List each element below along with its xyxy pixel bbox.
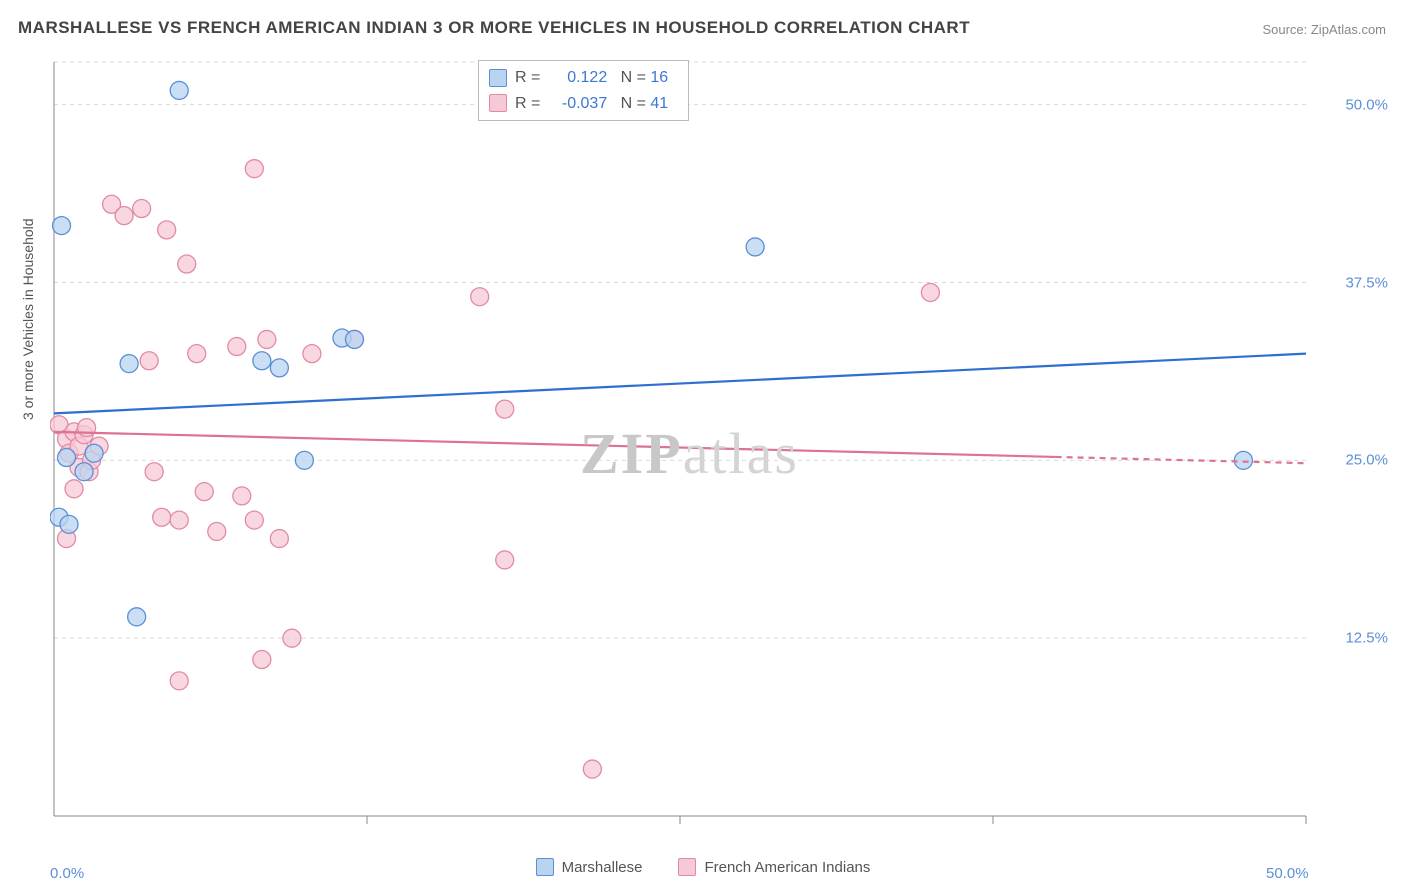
n-value: 41 [650,91,678,117]
point-french-american-indian [921,283,939,301]
point-french-american-indian [253,651,271,669]
point-marshallese [270,359,288,377]
legend-item: Marshallese [536,858,643,876]
y-tick-label: 37.5% [1345,274,1388,291]
point-marshallese [345,330,363,348]
point-french-american-indian [233,487,251,505]
point-french-american-indian [170,672,188,690]
trendline-french-solid [54,432,1056,457]
legend-label: Marshallese [562,859,643,876]
point-marshallese [170,81,188,99]
point-french-american-indian [583,760,601,778]
legend-item: French American Indians [678,858,870,876]
point-french-american-indian [245,511,263,529]
point-french-american-indian [188,345,206,363]
stats-box: R = 0.122 N = 16R = -0.037 N = 41 [478,60,689,121]
point-french-american-indian [258,330,276,348]
bottom-legend: Marshallese French American Indians [0,858,1406,880]
point-french-american-indian [496,400,514,418]
point-french-american-indian [228,338,246,356]
point-french-american-indian [208,522,226,540]
point-marshallese [295,451,313,469]
n-label: N = [607,91,650,117]
legend-swatch-icon [489,69,507,87]
point-french-american-indian [145,463,163,481]
point-french-american-indian [153,508,171,526]
y-tick-label: 50.0% [1345,96,1388,113]
stats-row: R = -0.037 N = 41 [489,91,678,117]
r-label: R = [515,91,549,117]
y-axis-label: 3 or more Vehicles in Household [20,218,36,420]
point-marshallese [128,608,146,626]
point-french-american-indian [133,200,151,218]
r-label: R = [515,65,549,91]
point-french-american-indian [158,221,176,239]
point-french-american-indian [140,352,158,370]
point-french-american-indian [303,345,321,363]
chart-title: MARSHALLESE VS FRENCH AMERICAN INDIAN 3 … [18,18,970,38]
legend-swatch-icon [678,858,696,876]
point-french-american-indian [471,288,489,306]
point-marshallese [85,444,103,462]
point-marshallese [60,515,78,533]
point-marshallese [75,463,93,481]
point-marshallese [1234,451,1252,469]
y-tick-label: 25.0% [1345,452,1388,469]
point-french-american-indian [170,511,188,529]
point-french-american-indian [65,480,83,498]
n-value: 16 [650,65,678,91]
legend-swatch-icon [489,94,507,112]
legend-label: French American Indians [704,859,870,876]
n-label: N = [607,65,650,91]
chart-area [50,58,1310,828]
point-marshallese [746,238,764,256]
point-marshallese [120,355,138,373]
trendline-marshallese [54,354,1306,414]
r-value: 0.122 [549,65,607,91]
source-label: Source: ZipAtlas.com [1262,22,1386,37]
point-marshallese [53,217,71,235]
stats-row: R = 0.122 N = 16 [489,65,678,91]
point-french-american-indian [115,207,133,225]
trendline-french-dashed [1056,457,1306,463]
point-french-american-indian [270,530,288,548]
legend-swatch-icon [536,858,554,876]
y-tick-label: 12.5% [1345,630,1388,647]
r-value: -0.037 [549,91,607,117]
point-marshallese [253,352,271,370]
point-french-american-indian [178,255,196,273]
point-marshallese [58,448,76,466]
point-french-american-indian [496,551,514,569]
point-french-american-indian [283,629,301,647]
point-french-american-indian [195,483,213,501]
scatter-plot [50,58,1310,828]
point-french-american-indian [245,160,263,178]
